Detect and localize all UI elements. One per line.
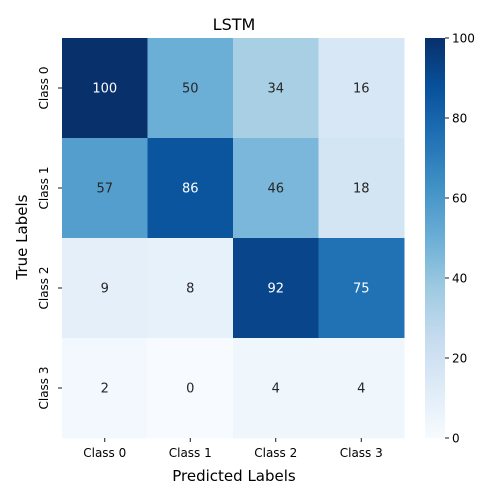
cell-value-r3-c3: 4 [357, 382, 365, 397]
y-tick-label: Class 2 [37, 266, 51, 309]
x-tick-label: Class 3 [340, 446, 383, 460]
heatmap-cell-r3-c0 [62, 338, 148, 439]
heatmap-cell-r2-c1 [147, 238, 234, 339]
cell-value-r2-c3: 75 [353, 282, 370, 297]
cell-value-r0-c1: 50 [182, 82, 199, 97]
colorbar-tick-label: 20 [452, 352, 467, 366]
colorbar-tick-label: 0 [452, 432, 460, 446]
colorbar-tick-label: 60 [452, 192, 467, 206]
cell-value-r3-c2: 4 [272, 382, 280, 397]
chart-title: LSTM [213, 15, 256, 34]
colorbar-gradient [425, 38, 445, 438]
cell-value-r0-c0: 100 [92, 82, 117, 97]
cell-value-r2-c1: 8 [186, 282, 194, 297]
colorbar-tick-label: 100 [452, 32, 475, 46]
cell-value-r0-c3: 16 [353, 82, 370, 97]
heatmap-cell-r2-c3 [318, 238, 405, 339]
y-axis: Class 0 Class 1 Class 2 Class 3 [37, 66, 62, 410]
cell-value-r2-c0: 9 [101, 282, 109, 297]
heatmap-cell-r2-c0 [62, 238, 148, 339]
heatmap-cells [62, 38, 405, 439]
y-tick-label: Class 3 [37, 366, 51, 409]
cell-value-r1-c0: 57 [96, 182, 113, 197]
cell-value-r1-c1: 86 [182, 182, 199, 197]
heatmap-cell-r0-c1 [147, 38, 234, 139]
colorbar-ticks: 0 20 40 60 80 100 [445, 32, 475, 446]
heatmap-cell-r3-c2 [233, 338, 319, 439]
x-tick-label: Class 1 [169, 446, 212, 460]
heatmap-cell-r0-c2 [233, 38, 319, 139]
y-axis-title: True Labels [13, 194, 31, 280]
heatmap-cell-r1-c2 [233, 138, 319, 239]
cell-value-r3-c0: 2 [101, 382, 109, 397]
cell-value-r3-c1: 0 [186, 382, 194, 397]
heatmap-cell-r3-c3 [318, 338, 405, 439]
heatmap-cell-r1-c3 [318, 138, 405, 239]
cell-value-r0-c2: 34 [267, 82, 284, 97]
cell-annotations: 100 50 34 16 57 86 46 18 9 8 92 75 2 0 4 4 [92, 82, 369, 397]
heatmap-cell-r0-c3 [318, 38, 405, 139]
y-tick-label: Class 0 [37, 66, 51, 109]
x-tick-label: Class 0 [83, 446, 126, 460]
y-tick-label: Class 1 [37, 166, 51, 209]
heatmap-cell-r0-c0 [62, 38, 148, 139]
x-axis: Class 0 Class 1 Class 2 Class 3 [83, 438, 383, 460]
colorbar-tick-label: 80 [452, 112, 467, 126]
x-axis-title: Predicted Labels [172, 467, 296, 485]
cell-value-r2-c2: 92 [267, 282, 284, 297]
heatmap-cell-r3-c1 [147, 338, 234, 439]
heatmap-cell-r1-c1 [147, 138, 234, 239]
cell-value-r1-c2: 46 [267, 182, 284, 197]
cell-value-r1-c3: 18 [353, 182, 370, 197]
colorbar-tick-label: 40 [452, 272, 467, 286]
heatmap-cell-r1-c0 [62, 138, 148, 239]
x-tick-label: Class 2 [254, 446, 297, 460]
colorbar: 0 20 40 60 80 100 [425, 32, 475, 446]
heatmap-cell-r2-c2 [233, 238, 319, 339]
